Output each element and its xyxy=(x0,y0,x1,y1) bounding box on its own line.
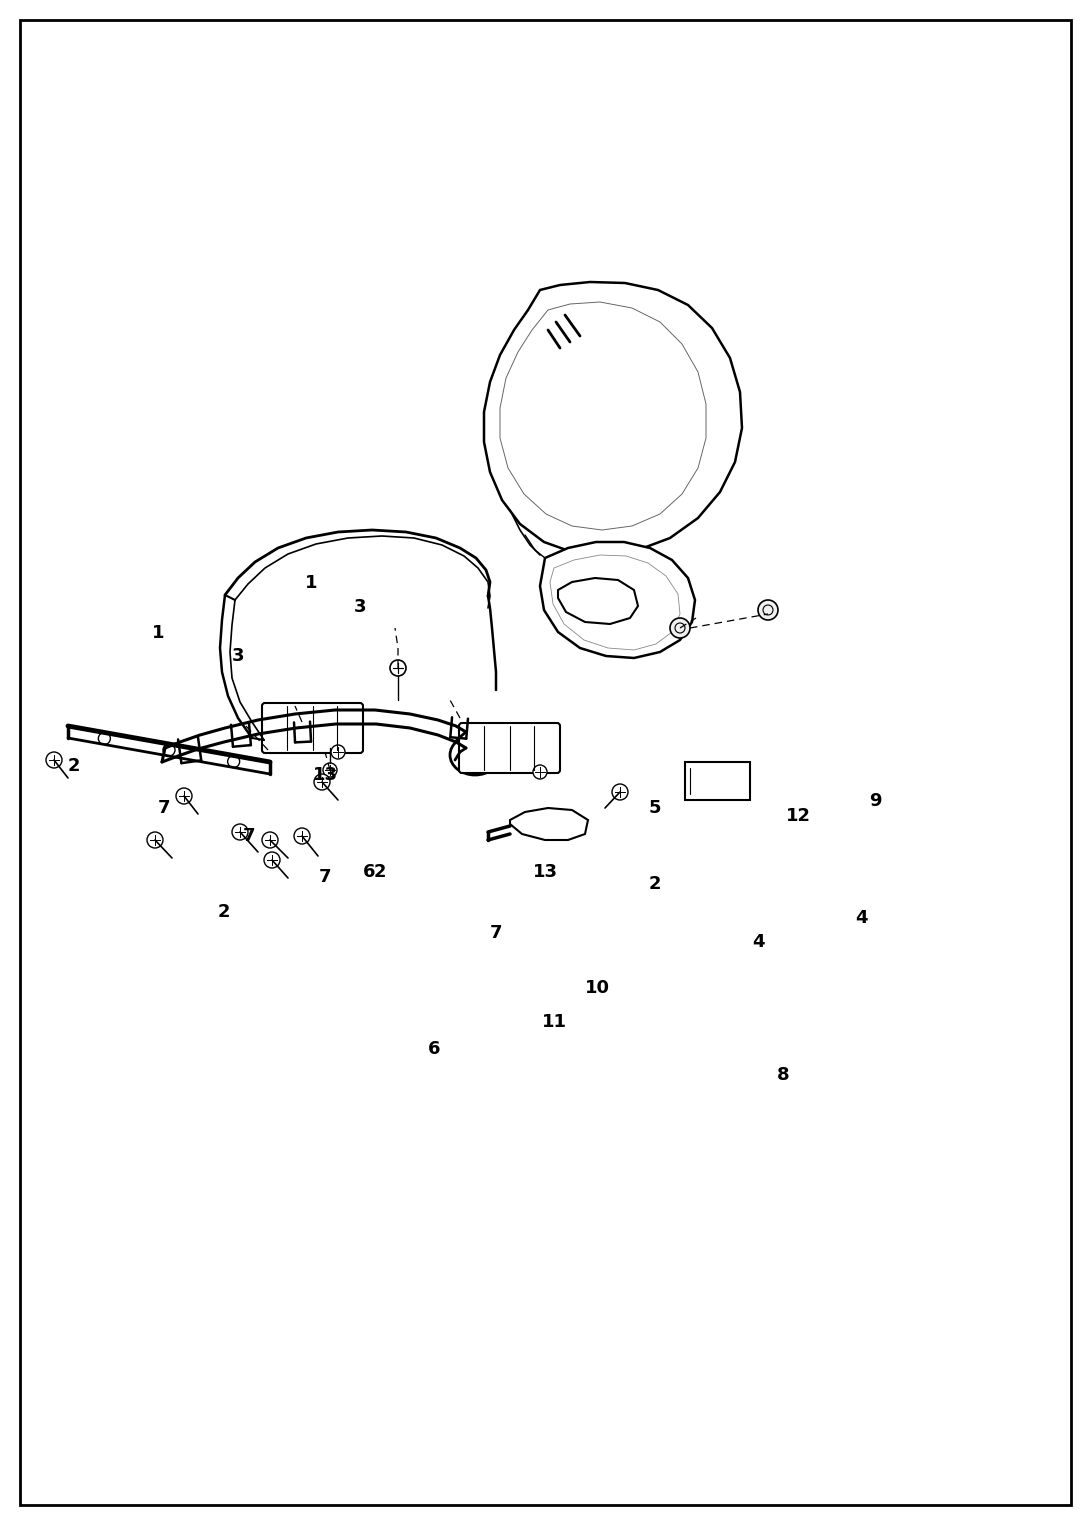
Text: 8: 8 xyxy=(777,1066,790,1084)
Polygon shape xyxy=(484,282,742,555)
Text: 7: 7 xyxy=(319,868,332,886)
Text: 4: 4 xyxy=(752,933,765,952)
Circle shape xyxy=(46,752,62,769)
Text: 13: 13 xyxy=(533,863,558,881)
Text: 2: 2 xyxy=(648,875,661,894)
Text: 5: 5 xyxy=(648,799,661,817)
Circle shape xyxy=(147,833,163,848)
Text: 3: 3 xyxy=(231,647,244,665)
Text: 12: 12 xyxy=(787,807,811,825)
FancyBboxPatch shape xyxy=(262,703,363,753)
Circle shape xyxy=(331,746,345,759)
Text: 2: 2 xyxy=(68,756,81,775)
Ellipse shape xyxy=(449,735,500,775)
Circle shape xyxy=(228,755,240,767)
Text: 11: 11 xyxy=(542,1013,566,1031)
Text: 13: 13 xyxy=(313,766,337,784)
Circle shape xyxy=(232,824,248,840)
Text: 2: 2 xyxy=(217,903,230,921)
Text: 7: 7 xyxy=(490,924,503,942)
Circle shape xyxy=(293,828,310,843)
Circle shape xyxy=(98,732,110,744)
Circle shape xyxy=(163,744,175,756)
Text: 6: 6 xyxy=(428,1040,441,1058)
Circle shape xyxy=(670,618,690,637)
Text: 7: 7 xyxy=(157,799,170,817)
Text: 9: 9 xyxy=(868,791,882,810)
Circle shape xyxy=(533,766,547,779)
Circle shape xyxy=(314,775,329,790)
Polygon shape xyxy=(558,578,638,624)
Text: 7: 7 xyxy=(242,827,255,845)
Circle shape xyxy=(758,599,778,621)
Circle shape xyxy=(264,852,280,868)
Circle shape xyxy=(389,660,406,676)
Circle shape xyxy=(467,747,483,762)
Text: 10: 10 xyxy=(586,979,610,997)
Polygon shape xyxy=(509,808,588,840)
Text: 1: 1 xyxy=(152,624,165,642)
Circle shape xyxy=(612,784,628,801)
Circle shape xyxy=(176,788,192,804)
Circle shape xyxy=(262,833,278,848)
Bar xyxy=(685,762,750,801)
Text: 4: 4 xyxy=(855,909,868,927)
Text: 2: 2 xyxy=(373,863,386,881)
Text: 6: 6 xyxy=(362,863,375,881)
Text: 3: 3 xyxy=(353,598,367,616)
Circle shape xyxy=(323,762,337,778)
Text: 1: 1 xyxy=(304,573,317,592)
FancyBboxPatch shape xyxy=(459,723,560,773)
Polygon shape xyxy=(540,541,695,657)
